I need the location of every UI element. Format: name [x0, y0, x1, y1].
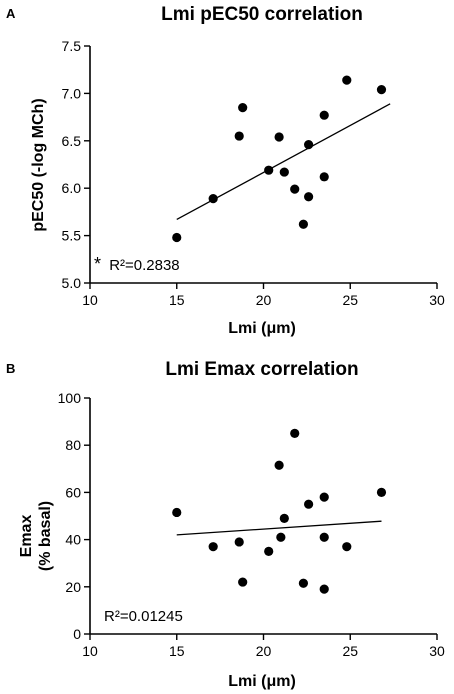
panel-b-annotation: R²=0.01245	[104, 608, 183, 625]
panel-a-x-tick-label: 15	[169, 292, 185, 308]
panel-a-data-point	[264, 165, 274, 175]
panel-a-y-tick-label: 7.5	[62, 38, 82, 54]
panel-b-x-tick-label: 20	[256, 643, 272, 659]
panel-b-data-point	[172, 507, 182, 518]
panel-a-y-tick-label: 5.5	[62, 228, 82, 244]
panel-a-title: Lmi pEC50 correlation	[161, 4, 363, 25]
panel-a-data-point	[172, 232, 182, 243]
panel-a-data-point	[290, 184, 300, 194]
panel-b-axes: 0 20 40 60 80 100 10 15 20 25 30	[58, 390, 445, 659]
panel-a-r-squared: R²=0.2838	[109, 257, 179, 274]
panel-a: A Lmi pEC50 correlation pEC50 (-log MCh)…	[6, 4, 445, 337]
panel-b-data-point	[234, 537, 244, 547]
panel-b-data-point	[319, 532, 329, 542]
panel-b-data-point	[342, 542, 352, 552]
panel-b-y-tick-label: 80	[65, 437, 81, 453]
panel-b-ylabel: Emax	[18, 515, 35, 558]
panel-a-data-point	[376, 85, 387, 95]
panel-b-x-tick-label: 30	[429, 643, 445, 659]
panel-a-y-tick-label: 7.0	[62, 85, 82, 101]
panel-b-fit-line	[176, 520, 382, 536]
panel-a-axes: 5.0 5.5 6.0 6.5 7.0 7.5 10 15 20 25 30	[62, 38, 445, 308]
panel-b-points	[172, 428, 387, 594]
panel-b-data-point	[319, 492, 329, 502]
panel-a-data-point	[238, 103, 248, 113]
panel-a-x-tick-label: 25	[342, 292, 358, 308]
panel-a-x-tick-label: 10	[82, 292, 98, 308]
panel-b-data-point	[276, 532, 286, 542]
panel-a-letter: A	[6, 6, 16, 21]
panel-b-y-tick-label: 40	[65, 532, 81, 548]
panel-b-y-tick-label: 0	[73, 626, 81, 642]
panel-b-title: Lmi Emax correlation	[165, 359, 358, 380]
panel-b-ylabel-line2: (% basal)	[37, 501, 54, 571]
panel-a-y-tick-label: 5.0	[62, 275, 82, 291]
panel-b-x-tick-label: 25	[342, 643, 358, 659]
panel-a-data-point	[279, 167, 289, 177]
panel-a-data-point	[342, 75, 352, 85]
panel-a-xlabel: Lmi (μm)	[228, 320, 296, 337]
panel-b-data-point	[208, 542, 218, 552]
panel-a-data-point	[304, 139, 314, 150]
panel-a-data-point	[319, 172, 329, 182]
panel-a-data-point	[298, 219, 309, 229]
panel-b-y-tick-label: 60	[65, 484, 81, 500]
panel-b-letter: B	[6, 361, 15, 376]
panel-b-data-point	[298, 578, 309, 588]
panel-b-xlabel: Lmi (μm)	[228, 673, 296, 690]
panel-b-data-point	[319, 584, 329, 594]
panel-b-x-tick-label: 10	[82, 643, 98, 659]
panel-a-x-tick-label: 20	[256, 292, 272, 308]
panel-b: B Lmi Emax correlation Emax (% basal) Lm…	[6, 359, 445, 690]
panel-b-y-tick-label: 100	[58, 390, 82, 406]
panel-a-annotation: * R²=0.2838	[94, 254, 180, 274]
panel-b-data-point	[376, 487, 387, 497]
panel-b-y-tick-label: 20	[65, 579, 81, 595]
panel-b-r-squared: R²=0.01245	[104, 608, 183, 625]
panel-a-fit-line	[176, 103, 391, 221]
panel-a-significance-marker: *	[94, 254, 101, 274]
panel-b-data-point	[279, 513, 289, 523]
panel-b-data-point	[290, 428, 300, 438]
panel-a-data-point	[274, 132, 284, 142]
panel-b-data-point	[238, 577, 248, 587]
panel-a-data-point	[208, 194, 218, 204]
panel-b-data-point	[274, 460, 284, 470]
panel-b-data-point	[264, 546, 274, 557]
panel-a-data-point	[319, 110, 329, 120]
panel-a-x-tick-label: 30	[429, 292, 445, 308]
panel-a-ylabel: pEC50 (-log MCh)	[30, 98, 47, 231]
panel-a-points	[172, 75, 387, 243]
panel-a-data-point	[234, 131, 244, 141]
panel-b-x-tick-label: 15	[169, 643, 185, 659]
panel-a-y-tick-label: 6.5	[62, 133, 82, 149]
panel-a-y-tick-label: 6.0	[62, 180, 82, 196]
panel-a-data-point	[304, 192, 314, 202]
panel-b-data-point	[304, 499, 314, 509]
